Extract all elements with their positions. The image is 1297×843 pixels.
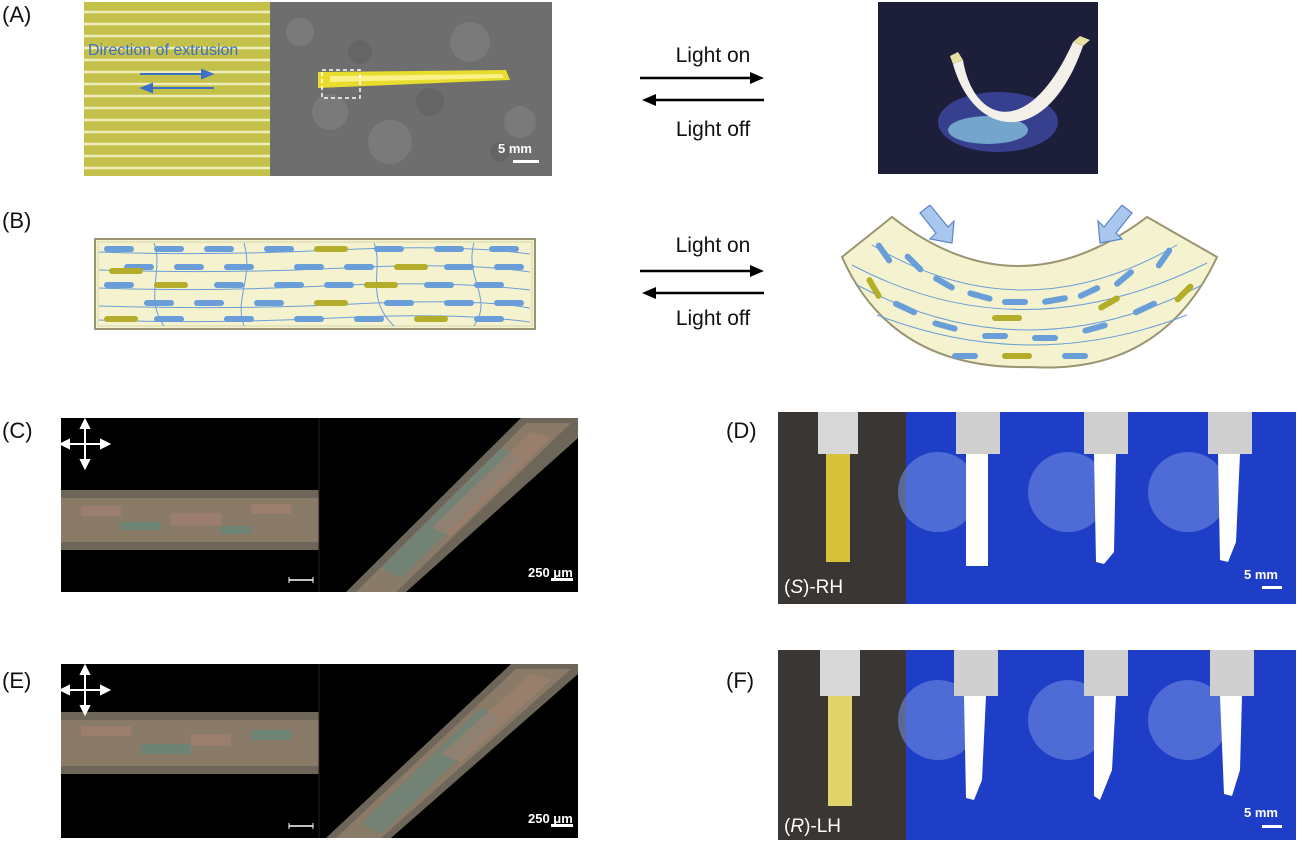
panel-a-scale-label: 5 mm	[498, 141, 532, 156]
panel-f-scale-bar	[1262, 825, 1282, 828]
light-off-label-b: Light off	[675, 307, 751, 330]
fiber-photo	[270, 2, 552, 176]
photo-strip-d	[778, 412, 1296, 604]
panel-label-d: (D)	[726, 418, 757, 443]
panel-e-scale-label: 250 μm	[528, 811, 573, 826]
panel-label-a: (A)	[2, 2, 32, 27]
panel-label-c: (C)	[2, 418, 33, 443]
light-off-label-a: Light off	[675, 118, 751, 141]
micrograph-e	[61, 664, 578, 838]
arrow-right-b	[640, 263, 766, 303]
panel-label-f: (F)	[726, 668, 755, 693]
panel-d-scale-label: 5 mm	[1244, 567, 1278, 582]
light-on-label-b: Light on	[675, 234, 751, 257]
direction-of-extrusion-label: Direction of extrusion	[88, 42, 239, 59]
light-on-label-a: Light on	[675, 44, 751, 67]
panel-f-scale-label: 5 mm	[1244, 805, 1278, 820]
arrow-right-a	[640, 70, 766, 110]
panel-a-scale-bar	[513, 160, 539, 163]
photo-strip-f	[778, 650, 1296, 840]
bent-film-schematic	[832, 205, 1227, 373]
panel-c-scale-label: 250 μm	[528, 565, 573, 580]
panel-d-scale-bar	[1262, 586, 1282, 589]
panel-f-sample-tag: (R)-LH	[784, 816, 842, 837]
flat-film-schematic	[94, 238, 538, 332]
micrograph-c	[61, 418, 578, 592]
panel-label-e: (E)	[2, 668, 32, 693]
panel-label-b: (B)	[2, 208, 32, 233]
extrusion-stripes-image	[84, 2, 270, 176]
panel-d-sample-tag: (S)-RH	[784, 577, 844, 598]
bent-fiber-uv-photo	[878, 2, 1098, 174]
